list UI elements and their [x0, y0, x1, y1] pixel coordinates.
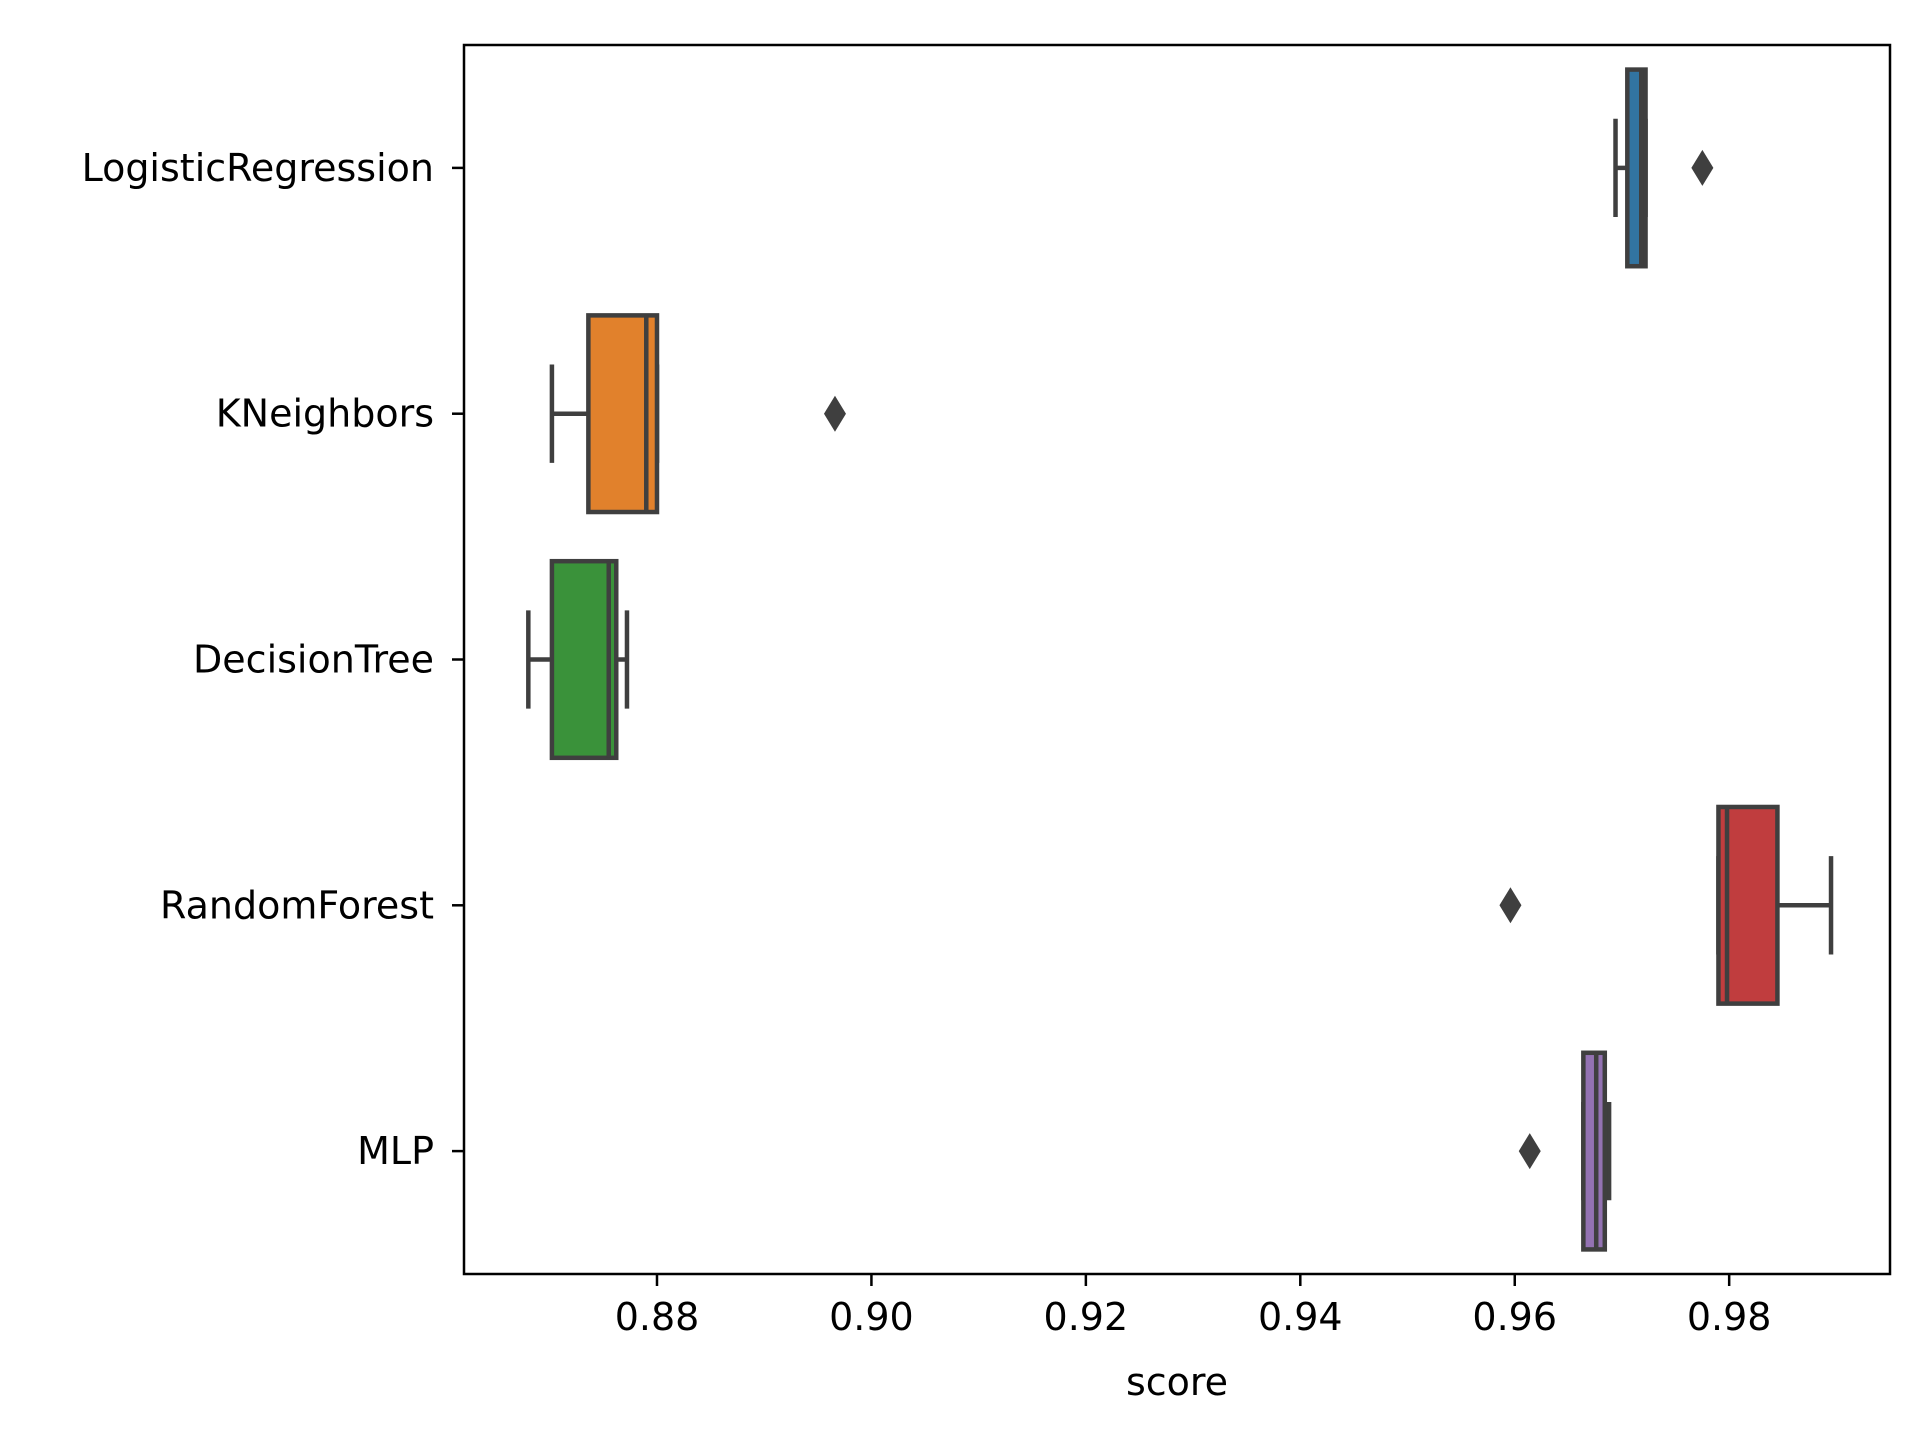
box-DecisionTree: [526, 558, 630, 761]
x-tick-label: 0.94: [1258, 1295, 1343, 1339]
outlier-point: [1499, 887, 1522, 924]
y-tick-label: LogisticRegression: [82, 146, 434, 190]
plot-frame: [462, 43, 1892, 1276]
x-axis-title: score: [1126, 1360, 1228, 1404]
x-tick-label: 0.96: [1472, 1295, 1557, 1339]
box-RandomForest: [1499, 804, 1834, 1006]
y-axis: LogisticRegression KNeighbors DecisionTree…: [82, 146, 464, 1173]
x-tick-label: 0.88: [615, 1295, 700, 1339]
box-LogisticRegression: [1613, 67, 1714, 269]
x-tick-label: 0.90: [829, 1295, 914, 1339]
box-KNeighbors: [549, 313, 846, 515]
x-tick-label: 0.98: [1687, 1295, 1772, 1339]
y-tick-label: MLP: [357, 1129, 434, 1173]
outlier-point: [1691, 149, 1714, 186]
outlier-point: [1518, 1133, 1541, 1170]
outlier-point: [823, 395, 846, 432]
x-axis: 0.88 0.90 0.92 0.94 0.96 0.98: [615, 1274, 1772, 1339]
y-tick-label: DecisionTree: [193, 638, 434, 682]
y-tick-label: KNeighbors: [216, 392, 434, 436]
plot-marks: [526, 67, 1834, 1252]
box-MLP: [1518, 1050, 1612, 1252]
y-tick-label: RandomForest: [160, 883, 434, 927]
x-tick-label: 0.92: [1044, 1295, 1129, 1339]
box-iqr: [549, 558, 619, 761]
